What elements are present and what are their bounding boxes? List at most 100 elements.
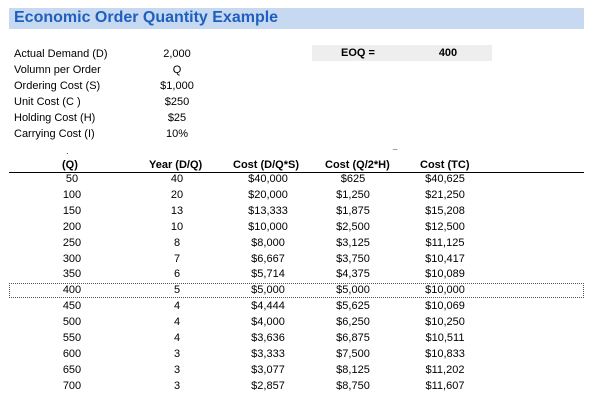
cell-total-cost[interactable]: $10,089 [425, 268, 465, 281]
table-row[interactable]: 700 3 $2,857 $8,750 $11,607 [9, 379, 584, 394]
cell-year[interactable]: 4 [173, 316, 181, 329]
cell-year[interactable]: 20 [170, 188, 184, 201]
cell-cost-dqs[interactable]: $3,636 [251, 332, 285, 344]
cell-year[interactable]: 4 [173, 332, 181, 344]
cell-cost-dqs[interactable]: $13,333 [248, 204, 288, 217]
cell-total-cost[interactable]: $10,417 [425, 252, 465, 265]
header-rule [9, 172, 584, 173]
table-row[interactable]: 250 8 $8,000 $3,125 $11,125 [9, 236, 584, 251]
cell-cost-q2h[interactable]: $1,875 [336, 204, 370, 217]
cell-q[interactable]: 650 [62, 363, 82, 376]
cell-cost-q2h[interactable]: $6,875 [336, 332, 370, 344]
cell-q[interactable]: 600 [62, 347, 82, 360]
param-label-demand: Actual Demand (D) [14, 48, 108, 60]
cell-q[interactable]: 400 [62, 284, 82, 297]
cell-q[interactable]: 100 [62, 188, 82, 201]
cell-cost-dqs[interactable]: $20,000 [248, 188, 288, 201]
table-row[interactable]: 300 7 $6,667 $3,750 $10,417 [9, 252, 584, 267]
table-row[interactable]: 50 40 $40,000 $625 $40,625 [9, 172, 584, 187]
cell-total-cost[interactable]: $10,250 [425, 316, 465, 329]
cell-year[interactable]: 10 [170, 220, 184, 233]
cell-total-cost[interactable]: $10,833 [425, 347, 465, 360]
table-row[interactable]: 350 6 $5,714 $4,375 $10,089 [9, 267, 584, 282]
cell-cost-q2h[interactable]: $6,250 [336, 316, 370, 329]
cell-year[interactable]: 6 [173, 268, 181, 281]
cell-year[interactable]: 4 [173, 300, 181, 313]
table-row[interactable]: 500 4 $4,000 $6,250 $10,250 [9, 315, 584, 330]
cell-cost-dqs[interactable]: $40,000 [248, 173, 288, 185]
cell-q[interactable]: 500 [62, 316, 82, 329]
cell-year[interactable]: 13 [170, 204, 184, 217]
cell-cost-q2h[interactable]: $5,625 [336, 300, 370, 313]
table-row[interactable]: 650 3 $3,077 $8,125 $11,202 [9, 363, 584, 378]
table-row[interactable]: 600 3 $3,333 $7,500 $10,833 [9, 347, 584, 362]
cell-cost-dqs[interactable]: $5,000 [251, 284, 285, 297]
cell-q[interactable]: 250 [62, 236, 82, 249]
header-cost-dqs: Cost (D/Q*S) [233, 159, 299, 171]
param-value-volume[interactable]: Q [172, 64, 182, 76]
cell-q[interactable]: 50 [65, 173, 79, 185]
cell-total-cost[interactable]: $11,125 [425, 236, 465, 249]
cell-cost-q2h[interactable]: $1,250 [336, 188, 370, 201]
cell-total-cost[interactable]: $15,208 [425, 204, 465, 217]
cell-year[interactable]: 3 [173, 363, 181, 376]
cell-cost-dqs[interactable]: $3,077 [251, 363, 285, 376]
cell-year[interactable]: 7 [173, 252, 181, 265]
cell-cost-q2h[interactable]: $7,500 [336, 347, 370, 360]
cell-year[interactable]: 3 [173, 379, 181, 392]
header-total-cost: Cost (TC) [420, 159, 470, 171]
cell-total-cost[interactable]: $11,202 [425, 363, 465, 376]
cell-cost-dqs[interactable]: $8,000 [251, 236, 285, 249]
param-value-holding-cost[interactable]: $25 [167, 112, 187, 124]
cell-q[interactable]: 200 [62, 220, 82, 233]
table-row[interactable]: 450 4 $4,444 $5,625 $10,069 [9, 299, 584, 314]
cell-cost-q2h[interactable]: $625 [340, 173, 366, 185]
sheet-title: Economic Order Quantity Example [14, 9, 279, 26]
cell-total-cost[interactable]: $10,069 [425, 300, 465, 313]
param-label-holding-cost: Holding Cost (H) [14, 112, 96, 124]
param-value-carrying-cost[interactable]: 10% [165, 128, 189, 140]
table-row[interactable]: 550 4 $3,636 $6,875 $10,511 [9, 331, 584, 346]
cell-cost-dqs[interactable]: $5,714 [251, 268, 285, 281]
cell-total-cost[interactable]: $21,250 [425, 188, 465, 201]
table-row[interactable]: 150 13 $13,333 $1,875 $15,208 [9, 204, 584, 219]
table-row[interactable]: 200 10 $10,000 $2,500 $12,500 [9, 220, 584, 235]
cell-cost-dqs[interactable]: $6,667 [251, 252, 285, 265]
cell-q[interactable]: 550 [62, 332, 82, 344]
param-value-unit-cost[interactable]: $250 [164, 96, 190, 108]
param-value-demand[interactable]: 2,000 [163, 48, 191, 60]
cell-total-cost[interactable]: $40,625 [425, 173, 465, 185]
cell-cost-q2h[interactable]: $3,750 [336, 252, 370, 265]
cell-total-cost[interactable]: $10,511 [425, 332, 465, 344]
cell-cost-q2h[interactable]: $2,500 [336, 220, 370, 233]
cell-cost-q2h[interactable]: $8,125 [336, 363, 370, 376]
table-row[interactable]: 400 5 $5,000 $5,000 $10,000 [9, 283, 584, 299]
cell-cost-dqs[interactable]: $2,857 [251, 379, 285, 392]
cell-q[interactable]: 700 [62, 379, 82, 392]
cell-total-cost[interactable]: $12,500 [425, 220, 465, 233]
cell-year[interactable]: 3 [173, 347, 181, 360]
param-value-ordering-cost[interactable]: $1,000 [160, 80, 194, 92]
cell-cost-dqs[interactable]: $4,000 [251, 316, 285, 329]
cell-year[interactable]: 8 [173, 236, 181, 249]
cell-year[interactable]: 40 [170, 173, 184, 185]
cell-cost-q2h[interactable]: $5,000 [336, 284, 370, 297]
cell-q[interactable]: 300 [62, 252, 82, 265]
cell-cost-dqs[interactable]: $10,000 [248, 220, 288, 233]
cell-total-cost[interactable]: $11,607 [425, 379, 465, 392]
cell-cost-q2h[interactable]: $3,125 [336, 236, 370, 249]
table-row[interactable]: 100 20 $20,000 $1,250 $21,250 [9, 188, 584, 203]
cell-year[interactable]: 5 [173, 284, 181, 297]
header-year: Year (D/Q) [149, 159, 203, 171]
cell-total-cost[interactable]: $10,000 [425, 284, 465, 297]
cell-q[interactable]: 350 [62, 268, 82, 281]
eoq-box [312, 45, 492, 61]
cell-q[interactable]: 450 [62, 300, 82, 313]
cell-cost-q2h[interactable]: $4,375 [336, 268, 370, 281]
cell-q[interactable]: 150 [62, 204, 82, 217]
eoq-value[interactable]: 400 [438, 47, 458, 59]
header-cost-q2h: Cost (Q/2*H) [325, 159, 390, 171]
cell-cost-q2h[interactable]: $8,750 [336, 379, 370, 392]
cell-cost-dqs[interactable]: $4,444 [251, 300, 285, 313]
cell-cost-dqs[interactable]: $3,333 [251, 347, 285, 360]
